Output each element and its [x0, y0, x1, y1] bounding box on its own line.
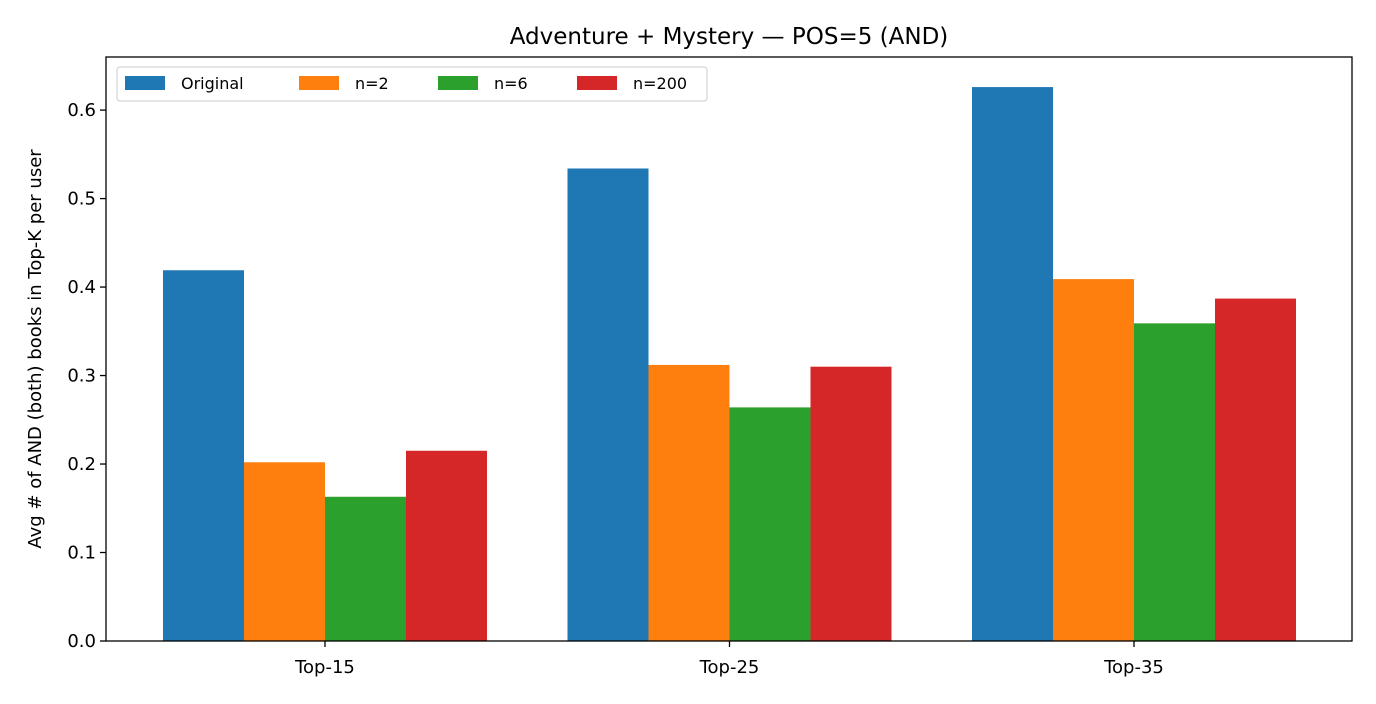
y-tick-label: 0.2 — [67, 454, 96, 475]
x-tick-label: Top-15 — [294, 657, 355, 678]
plot-frame — [105, 56, 1353, 642]
bar-original-top-25 — [567, 168, 649, 641]
y-tick-label: 0.5 — [67, 189, 96, 210]
chart-title: Adventure + Mystery — POS=5 (AND) — [510, 24, 949, 50]
y-axis-label: Avg # of AND (both) books in Top-K per u… — [25, 149, 46, 549]
legend-swatch — [438, 76, 478, 90]
legend: Original n=2 n=6 n=200 — [116, 66, 708, 102]
legend-box — [116, 66, 708, 102]
legend-label: n=2 — [355, 74, 389, 93]
legend-swatch — [125, 76, 165, 90]
bar-n-200-top-25 — [810, 366, 892, 641]
bar-n-6-top-35 — [1134, 323, 1215, 641]
x-tick-label: Top-35 — [1103, 657, 1164, 678]
bar-n-2-top-35 — [1053, 279, 1134, 641]
legend-label: Original — [181, 74, 244, 93]
y-tick-label: 0.1 — [67, 543, 96, 564]
bar-n-6-top-25 — [729, 407, 811, 641]
y-tick-label: 0.6 — [67, 100, 96, 121]
bar-n-200-top-35 — [1215, 298, 1296, 641]
bar-original-top-15 — [163, 270, 244, 641]
bar-n-6-top-15 — [325, 496, 406, 641]
bar-n-200-top-15 — [406, 450, 487, 641]
y-tick-label: 0.4 — [67, 277, 96, 298]
y-tick-label: 0.3 — [67, 366, 96, 387]
bar-n-2-top-25 — [648, 364, 730, 641]
bar-original-top-35 — [972, 87, 1053, 642]
y-tick-label: 0.0 — [67, 631, 96, 652]
legend-swatch — [299, 76, 339, 90]
x-tick-label: Top-25 — [699, 657, 760, 678]
legend-swatch — [577, 76, 617, 90]
plot-area: 0.0 0.1 0.2 0.3 0.4 0.5 0.6 Top-15 Top-25 Top-35 — [67, 87, 1296, 678]
legend-label: n=6 — [494, 74, 528, 93]
bar-n-2-top-15 — [244, 462, 325, 641]
legend-label: n=200 — [633, 74, 687, 93]
